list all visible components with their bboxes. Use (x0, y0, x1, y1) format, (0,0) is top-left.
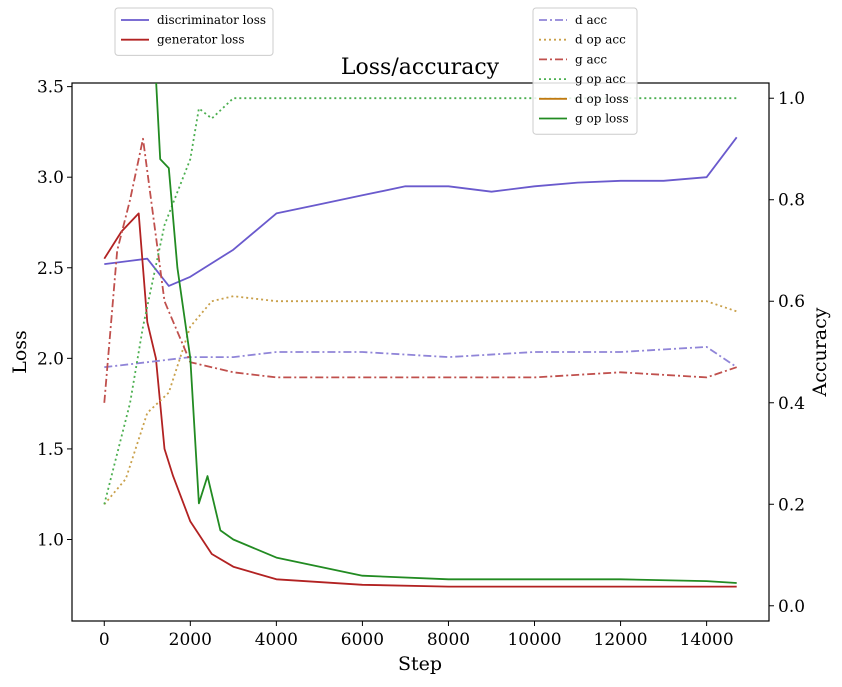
series-line-d-acc (104, 345, 738, 369)
legend-label: g op acc (575, 72, 626, 86)
x-tick-label: 2000 (169, 630, 212, 650)
y-left-tick-label: 1.0 (37, 530, 64, 550)
chart-title: Loss/accuracy (341, 55, 500, 80)
legend-label: d op acc (575, 33, 626, 47)
series-line-g-acc (103, 137, 737, 403)
y-axis-left-label: Loss (9, 330, 31, 374)
legend-right: d acc d op acc g acc g op acc d op loss g op … (532, 7, 638, 135)
x-tick-label: 6000 (341, 630, 384, 650)
plot-area (71, 82, 770, 622)
series-line-g-op-loss (155, 83, 737, 584)
series-line-discriminator-loss (104, 136, 738, 287)
y-right-tick-label: 1.0 (778, 89, 805, 109)
y-right-tick-label: 0.4 (778, 394, 805, 414)
x-tick-label: 14000 (680, 630, 734, 650)
legend-frame (114, 7, 274, 56)
y-right-tick-label: 0.6 (778, 292, 805, 312)
y-left-tick-label: 3.5 (37, 78, 64, 98)
legend-label: discriminator loss (157, 13, 266, 27)
y-right-tick-label: 0.8 (778, 191, 805, 211)
x-tick-label: 8000 (427, 630, 470, 650)
y-left-tick-label: 2.0 (37, 349, 64, 369)
legend-label: d acc (575, 13, 607, 27)
legend-label: g op loss (575, 112, 629, 126)
y-right-tick-label: 0.2 (778, 495, 805, 515)
y-axis-right-ticks: 0.0 0.2 0.4 0.6 0.8 1.0 (769, 89, 805, 617)
y-left-tick-label: 3.0 (37, 168, 64, 188)
y-left-tick-label: 1.5 (37, 440, 64, 460)
legend-label: d op loss (575, 92, 629, 106)
series-line-d-op-acc (103, 295, 737, 505)
x-tick-label: 10000 (507, 630, 561, 650)
series-line-generator-loss (103, 212, 737, 588)
y-left-tick-label: 2.5 (37, 259, 64, 279)
legend-label: generator loss (157, 33, 244, 47)
x-tick-label: 4000 (255, 630, 298, 650)
series-lines (103, 83, 738, 588)
x-tick-label: 0 (99, 630, 110, 650)
y-axis-left-ticks: 1.0 1.5 2.0 2.5 3.0 3.5 (37, 78, 72, 550)
x-axis-label: Step (398, 653, 442, 675)
legend-label: g acc (575, 52, 607, 66)
x-axis-ticks: 0 2000 4000 6000 8000 10000 12000 14000 (99, 621, 734, 650)
y-axis-right-label: Accuracy (809, 307, 831, 397)
x-tick-label: 12000 (594, 630, 648, 650)
legend-left: discriminator loss generator loss (114, 7, 274, 56)
y-right-tick-label: 0.0 (778, 597, 805, 617)
